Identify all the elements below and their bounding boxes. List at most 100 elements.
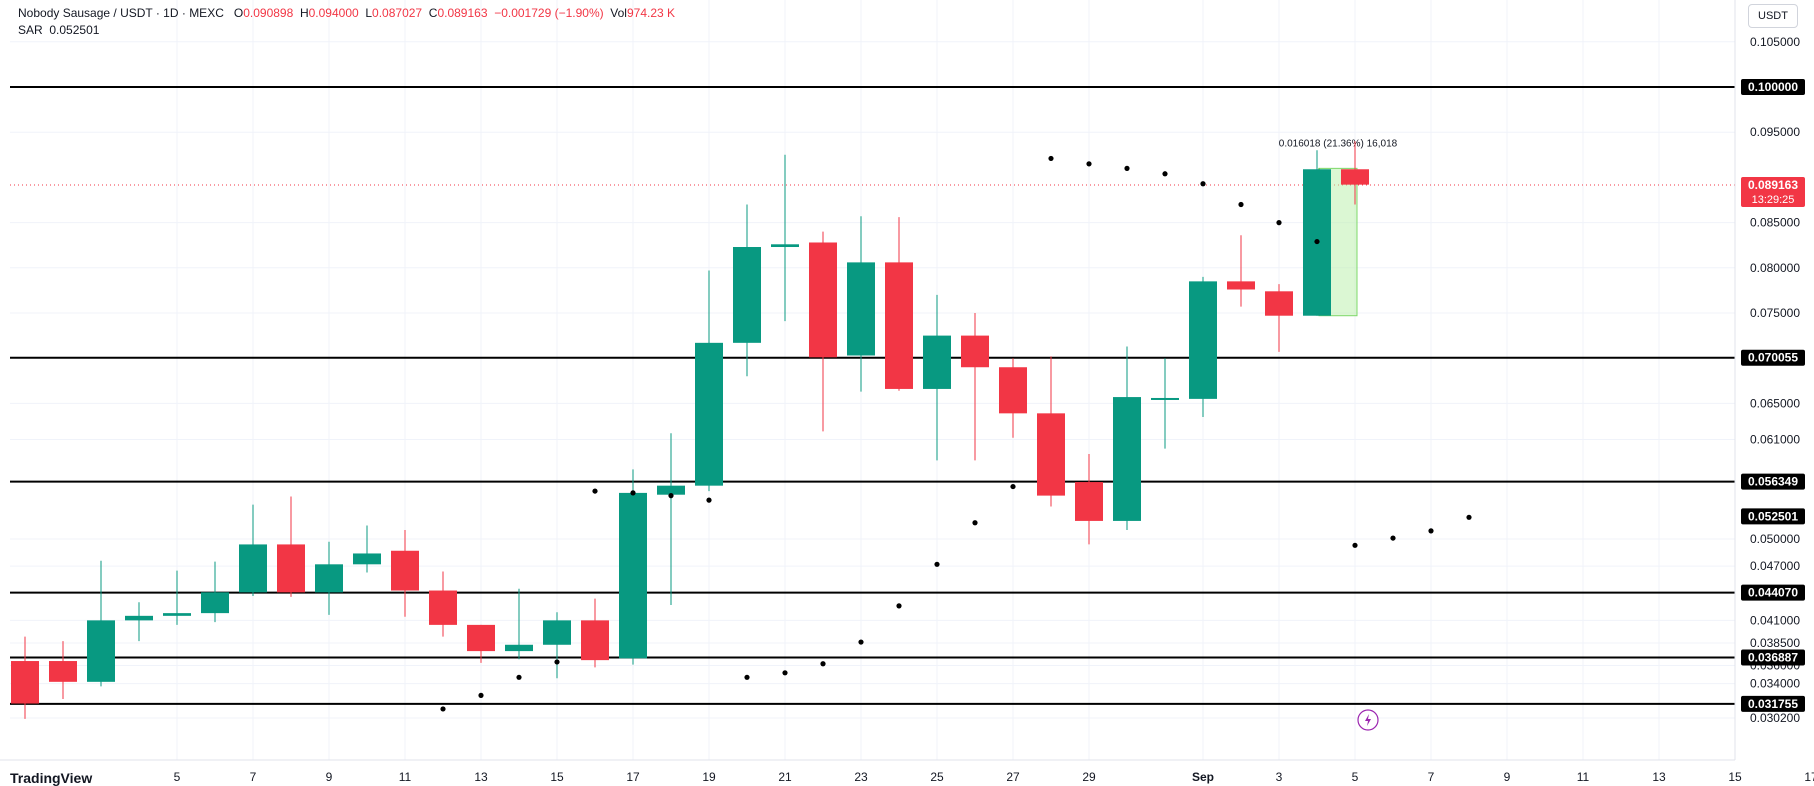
level-price-tag-text: 0.036887 <box>1748 651 1798 665</box>
candle-body <box>277 544 305 593</box>
sar-dot <box>630 490 636 496</box>
candle-body <box>315 564 343 593</box>
time-tick-label: 5 <box>1352 770 1359 784</box>
candle <box>809 231 837 432</box>
symbol-name[interactable]: Nobody Sausage / USDT · 1D · MEXC <box>18 6 224 20</box>
sar-dot <box>1390 535 1396 541</box>
close-value: 0.089163 <box>437 6 488 20</box>
time-tick-label: 15 <box>550 770 564 784</box>
candle-body <box>847 262 875 356</box>
candle <box>239 504 267 596</box>
measure-label: 0.016018 (21.36%) 16,018 <box>1279 138 1398 149</box>
candle-body <box>125 615 153 621</box>
sar-dot <box>744 674 750 680</box>
sar-dot <box>1086 161 1092 167</box>
price-tick-label: 0.047000 <box>1750 559 1800 573</box>
time-tick-label: 5 <box>174 770 181 784</box>
level-price-tag-text: 0.056349 <box>1748 475 1798 489</box>
price-tick-label: 0.030200 <box>1750 711 1800 725</box>
candle-body <box>429 590 457 625</box>
candle-body <box>581 620 609 661</box>
level-price-tag-bg <box>1741 584 1805 601</box>
candle-body <box>1227 281 1255 290</box>
candle <box>1341 141 1369 205</box>
event-marker[interactable] <box>1357 709 1379 731</box>
time-tick-label: 11 <box>399 770 412 784</box>
candle <box>1113 346 1141 530</box>
sar-dot <box>1314 238 1320 245</box>
candle-body <box>771 244 799 248</box>
price-axis[interactable]: 0.105000 0.095000 0.085000 0.080000 0.075000… <box>1735 0 1814 784</box>
candle-body <box>543 620 571 645</box>
low-value: 0.087027 <box>372 6 423 20</box>
candle <box>505 588 533 660</box>
candle <box>999 358 1027 438</box>
candle-body <box>49 661 77 682</box>
level-price-tag: 0.056349 <box>1741 473 1805 490</box>
price-tick-label: 0.080000 <box>1750 261 1800 275</box>
time-tick-label: Sep <box>1192 770 1214 784</box>
level-price-tag-text: 0.100000 <box>1748 80 1798 94</box>
candle-body <box>999 367 1027 414</box>
sar-dot <box>554 659 560 665</box>
candle-body <box>657 485 685 495</box>
candle-body <box>1075 482 1103 521</box>
price-tick-label: 0.061000 <box>1750 433 1800 447</box>
candle <box>49 641 77 700</box>
price-axis-labels: 0.100000 0.070055 0.056349 0.044070 0.036887… <box>1741 79 1805 712</box>
sar-dot <box>934 561 940 567</box>
price-tick-label: 0.095000 <box>1750 125 1800 139</box>
candle <box>581 598 609 668</box>
candle <box>923 294 951 461</box>
time-tick-label: 29 <box>1082 770 1096 784</box>
open-label: O <box>233 6 244 20</box>
price-tick-label: 0.041000 <box>1750 613 1800 627</box>
candle <box>543 612 571 679</box>
candle-body <box>1037 413 1065 496</box>
time-tick-label: 13 <box>474 770 488 784</box>
sar-dot <box>1276 220 1282 226</box>
sar-dot <box>896 603 902 609</box>
time-tick-label: 15 <box>1728 770 1742 784</box>
level-price-tag-bg <box>1741 649 1805 666</box>
candle <box>1151 358 1179 449</box>
low-label: L <box>365 6 373 20</box>
sar-label: SAR <box>18 23 43 37</box>
candle <box>163 570 191 625</box>
time-tick-label: 19 <box>702 770 716 784</box>
price-tick-label: 0.085000 <box>1750 216 1800 230</box>
candle-body <box>11 661 39 704</box>
sar-dot <box>478 692 484 698</box>
sar-dot <box>1162 171 1168 177</box>
level-price-tag-bg <box>1741 79 1805 95</box>
candle <box>1303 150 1331 316</box>
candle <box>961 313 989 461</box>
sar-dot <box>1352 542 1358 548</box>
time-tick-label: 27 <box>1006 770 1020 784</box>
candle-body <box>201 592 229 614</box>
price-tick-label: 0.038500 <box>1750 636 1800 650</box>
sar-dot <box>706 497 712 503</box>
candle-body <box>961 335 989 368</box>
candle <box>1075 454 1103 545</box>
current-price-tag-bg <box>1741 176 1805 207</box>
sar-indicator-legend[interactable]: SAR 0.052501 <box>18 23 99 37</box>
sar-dot <box>1010 483 1016 490</box>
candle <box>619 469 647 665</box>
level-price-tag: 0.044070 <box>1741 584 1805 601</box>
candle-body <box>885 262 913 389</box>
price-tick-label: 0.065000 <box>1750 396 1800 410</box>
candle <box>277 496 305 597</box>
candle-body <box>1189 281 1217 399</box>
current-price-tag-countdown: 13:29:25 <box>1752 194 1795 206</box>
measure-box[interactable]: 0.016018 (21.36%) 16,018 <box>1279 138 1398 317</box>
candle-body <box>467 624 495 652</box>
level-price-tag-text: 0.031755 <box>1748 697 1798 711</box>
time-axis-background <box>0 760 1735 784</box>
candle <box>391 529 419 617</box>
currency-button[interactable]: USDT <box>1748 4 1798 28</box>
horizontal-levels[interactable] <box>10 86 1735 705</box>
candle <box>1037 356 1065 507</box>
